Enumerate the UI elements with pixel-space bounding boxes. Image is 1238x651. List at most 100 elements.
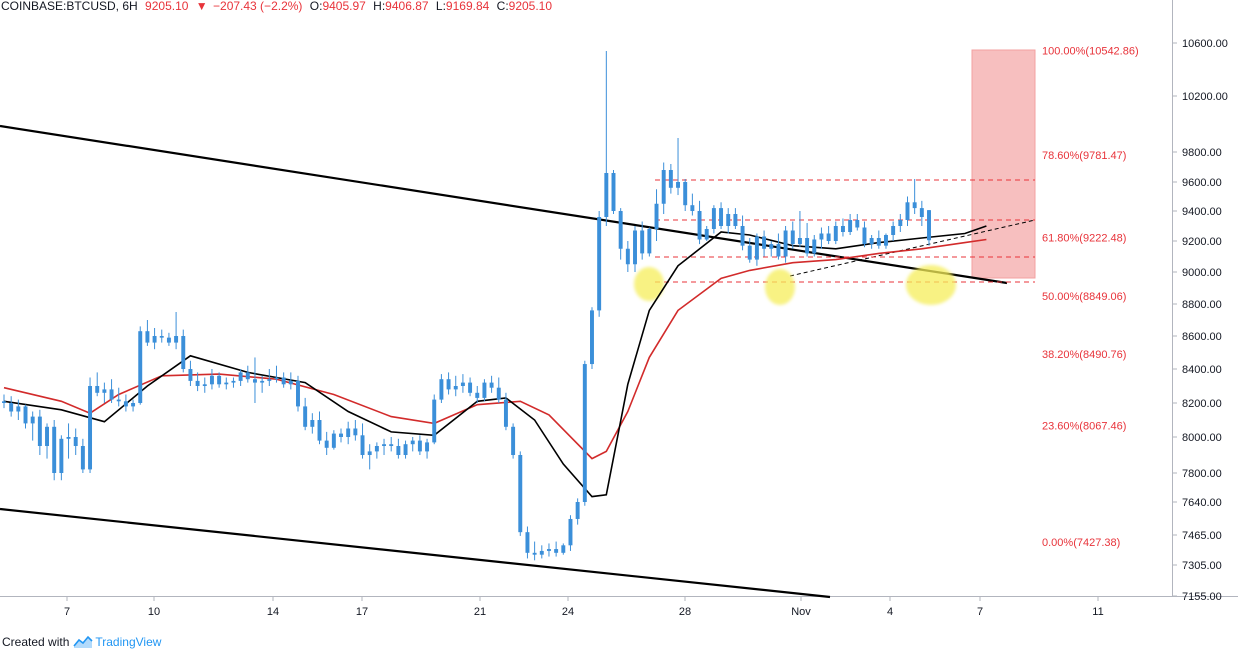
- candle[interactable]: [310, 413, 315, 434]
- candle[interactable]: [697, 200, 702, 245]
- candle[interactable]: [123, 394, 128, 412]
- candle[interactable]: [604, 50, 609, 226]
- time-axis[interactable]: 7 10 14 17 21 24 28 Nov 4 7 11: [64, 597, 1104, 618]
- candle[interactable]: [582, 360, 587, 506]
- candle[interactable]: [9, 396, 14, 417]
- candle[interactable]: [633, 226, 637, 272]
- candle[interactable]: [546, 543, 551, 557]
- candle[interactable]: [460, 374, 465, 393]
- candle[interactable]: [647, 227, 652, 257]
- candle[interactable]: [224, 377, 229, 390]
- candles[interactable]: [2, 50, 931, 561]
- candle[interactable]: [317, 411, 322, 445]
- target-zone-box[interactable]: [971, 49, 1036, 279]
- candle[interactable]: [812, 235, 817, 257]
- candle[interactable]: [475, 386, 480, 403]
- candle[interactable]: [16, 399, 21, 420]
- candle[interactable]: [238, 369, 243, 386]
- candle[interactable]: [267, 369, 272, 386]
- candle[interactable]: [152, 328, 157, 350]
- candle[interactable]: [611, 170, 616, 214]
- candle[interactable]: [862, 221, 867, 248]
- candle[interactable]: [654, 189, 659, 241]
- candle[interactable]: [525, 526, 530, 559]
- candle[interactable]: [367, 444, 372, 470]
- candle[interactable]: [374, 442, 379, 459]
- candle[interactable]: [905, 196, 910, 227]
- range-levels[interactable]: [655, 179, 1035, 283]
- candle[interactable]: [66, 423, 71, 459]
- candle[interactable]: [202, 377, 207, 393]
- candle[interactable]: [166, 332, 171, 346]
- candle[interactable]: [88, 377, 93, 474]
- candle[interactable]: [640, 221, 645, 260]
- candle[interactable]: [95, 372, 100, 397]
- candle[interactable]: [217, 372, 222, 388]
- candle[interactable]: [711, 205, 716, 234]
- candle[interactable]: [848, 214, 853, 235]
- candle[interactable]: [52, 420, 57, 481]
- candle[interactable]: [855, 214, 860, 231]
- candle[interactable]: [891, 221, 896, 242]
- candle[interactable]: [884, 233, 888, 249]
- candle[interactable]: [260, 375, 265, 393]
- price-axis[interactable]: 10600.00 10200.00 9800.00 9600.00 9400.00 920…: [1172, 38, 1228, 603]
- candle[interactable]: [274, 365, 279, 383]
- candle[interactable]: [109, 379, 114, 403]
- candle[interactable]: [482, 379, 487, 402]
- candle[interactable]: [174, 312, 179, 350]
- candle[interactable]: [116, 387, 121, 407]
- candle[interactable]: [324, 431, 329, 455]
- candle[interactable]: [403, 440, 408, 459]
- candle[interactable]: [102, 382, 107, 403]
- candle[interactable]: [353, 420, 358, 441]
- candle[interactable]: [188, 360, 193, 386]
- candle[interactable]: [762, 230, 767, 257]
- candle[interactable]: [145, 320, 150, 346]
- candle[interactable]: [396, 438, 401, 459]
- candle[interactable]: [37, 409, 42, 455]
- candle[interactable]: [876, 230, 881, 249]
- candle[interactable]: [446, 372, 451, 395]
- candle[interactable]: [288, 372, 293, 390]
- candle[interactable]: [690, 193, 695, 216]
- candle[interactable]: [912, 179, 917, 214]
- candle[interactable]: [382, 438, 387, 455]
- candle[interactable]: [159, 329, 164, 343]
- candle[interactable]: [927, 210, 931, 246]
- candle[interactable]: [80, 438, 85, 473]
- candle[interactable]: [819, 227, 824, 249]
- candle[interactable]: [360, 423, 365, 459]
- candle[interactable]: [489, 375, 494, 393]
- candle[interactable]: [73, 428, 78, 456]
- candle[interactable]: [740, 215, 745, 251]
- candle[interactable]: [869, 235, 874, 249]
- candle[interactable]: [561, 543, 566, 555]
- candle[interactable]: [439, 374, 444, 403]
- candle[interactable]: [389, 437, 394, 452]
- candle[interactable]: [754, 233, 759, 266]
- candle[interactable]: [511, 423, 516, 459]
- candle[interactable]: [59, 435, 64, 481]
- candle[interactable]: [195, 372, 200, 392]
- channel-lower-trendline[interactable]: [0, 507, 831, 599]
- candle[interactable]: [840, 218, 845, 237]
- candle[interactable]: [719, 202, 724, 229]
- candle[interactable]: [590, 307, 594, 369]
- candle[interactable]: [676, 138, 681, 196]
- candle[interactable]: [797, 211, 802, 248]
- candle[interactable]: [252, 357, 257, 403]
- candle[interactable]: [833, 221, 838, 245]
- candle[interactable]: [683, 179, 688, 211]
- candle[interactable]: [138, 326, 143, 405]
- candle[interactable]: [790, 221, 795, 249]
- candle[interactable]: [453, 375, 458, 397]
- candle[interactable]: [131, 399, 136, 412]
- moving-average-slow-line[interactable]: [3, 238, 987, 460]
- candle[interactable]: [668, 164, 673, 194]
- candle[interactable]: [303, 397, 308, 431]
- candle[interactable]: [30, 411, 35, 441]
- candle[interactable]: [432, 394, 437, 445]
- candle[interactable]: [776, 233, 781, 260]
